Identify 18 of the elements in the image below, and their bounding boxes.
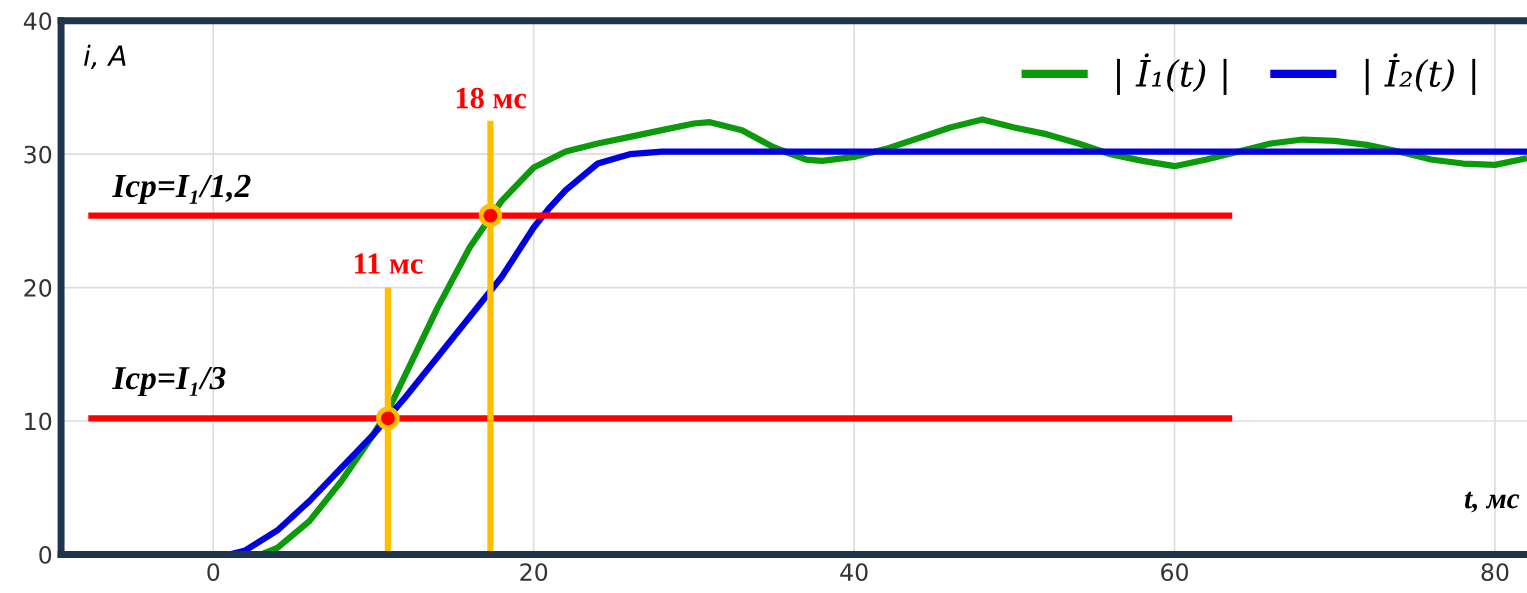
y-tick-label: 40 bbox=[23, 12, 52, 31]
legend-label: | İ₂(t) | bbox=[1365, 53, 1476, 95]
x-tick-label: 40 bbox=[840, 563, 868, 582]
legend-label: | İ₁(t) | bbox=[1117, 53, 1227, 95]
x-tick-label: 0 bbox=[207, 563, 220, 582]
y-tick-label: 10 bbox=[25, 412, 52, 431]
annotation: 18 мс bbox=[456, 87, 527, 109]
x-axis-title: t, мс bbox=[1464, 491, 1520, 513]
x-tick-label: 20 bbox=[520, 563, 548, 582]
y-tick-label: 20 bbox=[24, 279, 52, 297]
y-tick-label: 0 bbox=[39, 545, 52, 564]
y-tick-label: 30 bbox=[24, 145, 52, 164]
annotation: Icp=I₁/3 bbox=[112, 366, 226, 397]
annotation: 11 мс bbox=[354, 253, 423, 274]
y-axis-title: i, A bbox=[84, 44, 126, 70]
x-tick-label: 60 bbox=[1161, 563, 1188, 582]
x-tick-label: 80 bbox=[1481, 563, 1509, 582]
annotation: Icp=I₁/1,2 bbox=[112, 174, 251, 204]
